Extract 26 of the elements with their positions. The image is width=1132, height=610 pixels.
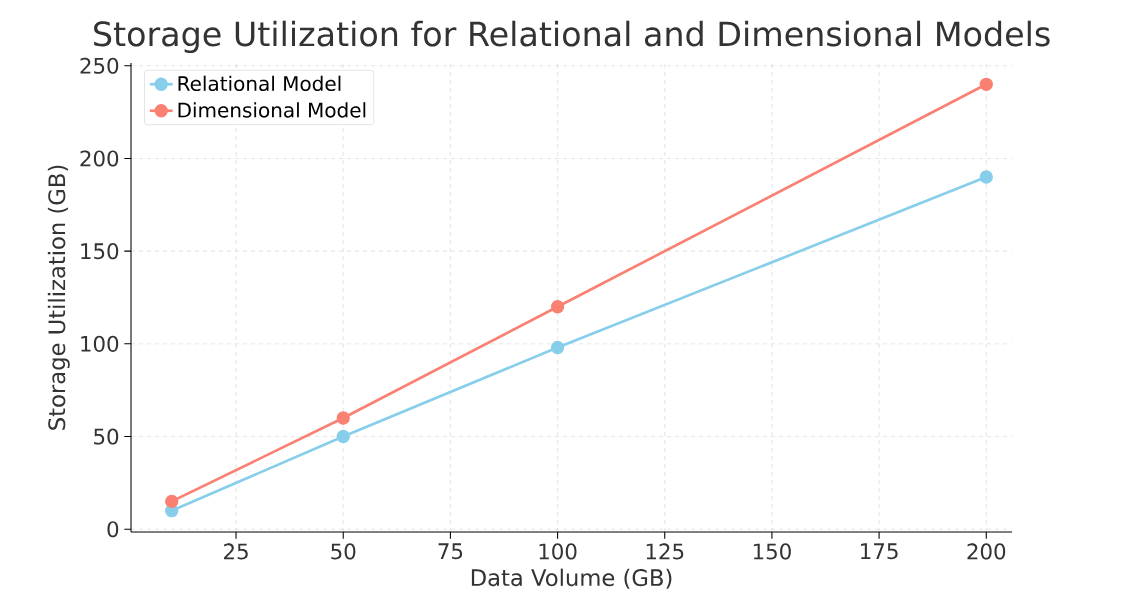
point <box>979 170 993 184</box>
point <box>979 77 993 91</box>
x-tick-label: 125 <box>646 543 684 560</box>
x-axis-title: Data Volume (GB) <box>471 568 672 589</box>
legend-label: Relational Model <box>178 75 341 92</box>
y-tick-label: 50 <box>94 428 119 445</box>
x-tick-label: 50 <box>331 543 356 560</box>
chart-title: Storage Utilization for Relational and Dimensional Models <box>94 20 1050 53</box>
legend-label: Dimensional Model <box>178 102 366 118</box>
x-tick-label: 175 <box>861 543 898 560</box>
point <box>336 429 350 444</box>
x-tick-label: 75 <box>438 543 463 560</box>
point <box>550 300 565 314</box>
x-tick-label: 25 <box>224 543 248 560</box>
y-tick-label: 250 <box>80 57 119 74</box>
y-tick-label: 150 <box>81 243 119 260</box>
y-axis-title: Storage Utilization (GB) <box>47 165 70 430</box>
x-tick-label: 150 <box>753 543 791 560</box>
x-tick-label: 200 <box>967 543 1006 560</box>
point <box>165 494 179 509</box>
y-tick-label: 100 <box>81 335 119 352</box>
point <box>550 340 565 355</box>
y-tick-label: 0 <box>107 521 119 538</box>
x-tick-label: 100 <box>539 543 577 560</box>
y-tick-label: 200 <box>80 150 119 167</box>
point <box>336 411 350 425</box>
